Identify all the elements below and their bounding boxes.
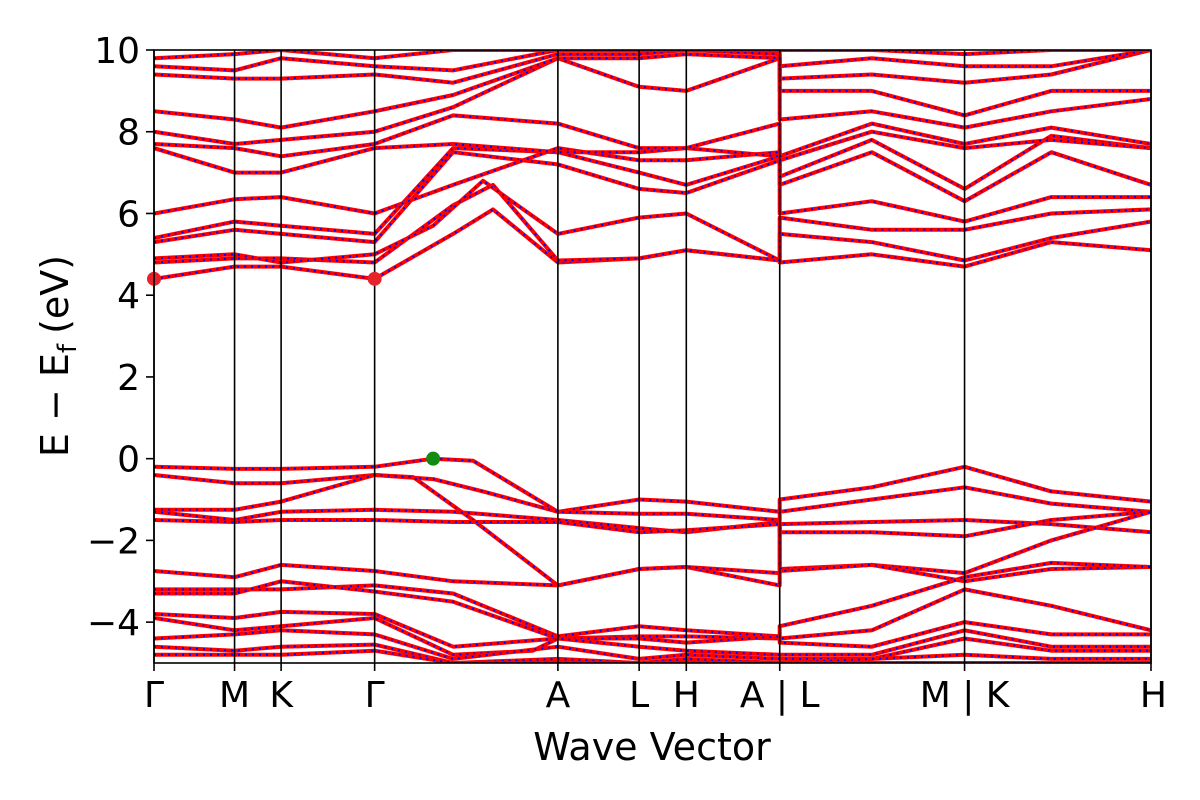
band-5-line bbox=[154, 562, 1151, 588]
band-23-line bbox=[154, 50, 1151, 85]
band-6-dash bbox=[154, 561, 1151, 638]
cbm-marker-1 bbox=[367, 271, 382, 286]
y-axis-label-main: E − E bbox=[33, 353, 77, 457]
ytick-label-6: 8 bbox=[117, 113, 140, 154]
xtick-label-5: L bbox=[629, 675, 649, 716]
xtick-label-2: K bbox=[269, 675, 294, 716]
xtick-label-6: H bbox=[673, 675, 700, 716]
plot-frame bbox=[153, 49, 1152, 664]
ytick-label-5: 6 bbox=[117, 194, 140, 235]
y-axis-label: E − Ef (eV) bbox=[33, 255, 83, 457]
y-axis-label-subscript: f bbox=[53, 343, 83, 353]
ytick-label-3: 2 bbox=[117, 358, 140, 399]
ytick-label-7: 10 bbox=[94, 31, 140, 72]
band-17-line bbox=[154, 146, 1151, 240]
band-24-dash bbox=[154, 50, 1151, 72]
xtick-label-9: H bbox=[1140, 675, 1167, 716]
band-19-dash bbox=[154, 130, 1151, 174]
xtick-label-7: A | L bbox=[740, 675, 820, 716]
band-25-dash bbox=[154, 50, 1151, 60]
band-9-line bbox=[154, 616, 1151, 657]
xtick-label-4: A bbox=[546, 675, 571, 716]
band-8-line bbox=[154, 609, 1151, 649]
xtick-label-8: M | K bbox=[920, 675, 1011, 716]
vbm-marker-0 bbox=[426, 451, 441, 466]
band-20-dash bbox=[154, 114, 1151, 158]
xtick-label-1: M bbox=[219, 675, 250, 716]
band-16-dash bbox=[154, 151, 1151, 244]
markers-layer bbox=[147, 271, 441, 466]
xtick-label-3: Γ bbox=[365, 675, 385, 716]
ytick-label-2: 0 bbox=[117, 440, 140, 481]
band-11-dash bbox=[154, 643, 1151, 663]
band-22-dash bbox=[154, 53, 1151, 129]
ytick-label-0: −4 bbox=[87, 603, 140, 644]
y-axis-label-unit: (eV) bbox=[33, 255, 77, 334]
band-4-dash bbox=[154, 510, 1151, 575]
ytick-label-1: −2 bbox=[87, 521, 140, 562]
y-axis-ticks: −4 −2 0 2 4 6 8 10 bbox=[87, 31, 154, 644]
x-axis-label: Wave Vector bbox=[533, 725, 771, 769]
xtick-label-0: Γ bbox=[144, 675, 164, 716]
ytick-label-4: 4 bbox=[117, 276, 140, 317]
band-18-line bbox=[154, 133, 1151, 216]
band-21-line bbox=[154, 56, 1151, 146]
